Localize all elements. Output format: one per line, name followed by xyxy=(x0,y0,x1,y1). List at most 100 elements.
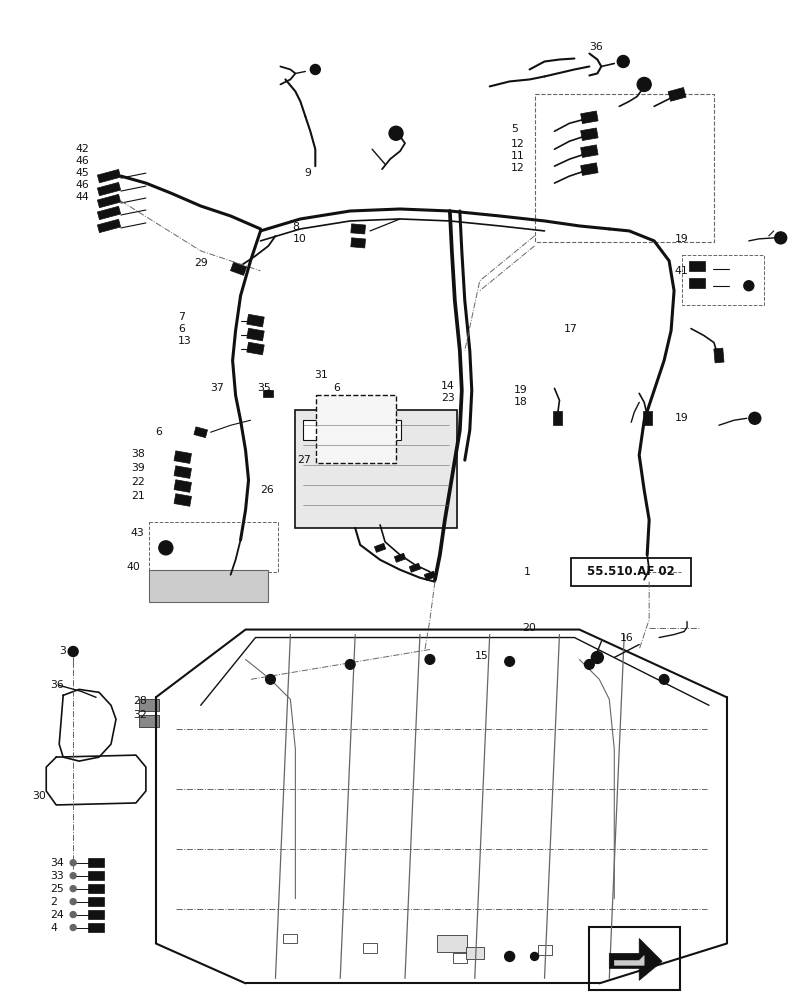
Text: 26: 26 xyxy=(260,485,274,495)
Text: 6: 6 xyxy=(333,383,340,393)
Polygon shape xyxy=(580,128,598,141)
Polygon shape xyxy=(350,224,365,234)
Text: 6: 6 xyxy=(178,324,184,334)
Polygon shape xyxy=(580,163,598,175)
Text: 17: 17 xyxy=(563,324,577,334)
Polygon shape xyxy=(580,145,598,157)
Text: 24: 24 xyxy=(50,910,63,920)
Polygon shape xyxy=(713,348,723,363)
Polygon shape xyxy=(88,871,104,880)
Text: 42: 42 xyxy=(75,144,89,154)
Text: 27: 27 xyxy=(296,455,310,465)
Circle shape xyxy=(310,64,320,74)
Bar xyxy=(148,522,278,572)
Polygon shape xyxy=(552,411,561,425)
Polygon shape xyxy=(174,466,191,478)
Circle shape xyxy=(504,951,514,961)
Text: 3: 3 xyxy=(59,646,67,656)
Circle shape xyxy=(659,674,668,684)
Text: 44: 44 xyxy=(75,192,89,202)
Polygon shape xyxy=(194,427,208,438)
Text: 18: 18 xyxy=(513,397,526,407)
Text: 35: 35 xyxy=(257,383,271,393)
Text: 43: 43 xyxy=(131,528,144,538)
Circle shape xyxy=(748,412,760,424)
Circle shape xyxy=(590,651,603,663)
Text: 9: 9 xyxy=(304,168,311,178)
Circle shape xyxy=(68,646,78,656)
Text: 38: 38 xyxy=(131,449,144,459)
Polygon shape xyxy=(247,328,264,341)
Circle shape xyxy=(70,899,76,905)
Text: 22: 22 xyxy=(131,477,144,487)
Polygon shape xyxy=(97,182,121,196)
Bar xyxy=(681,255,763,305)
Text: 19: 19 xyxy=(513,385,526,395)
Polygon shape xyxy=(88,910,104,919)
Bar xyxy=(316,395,396,463)
Text: 36: 36 xyxy=(50,680,63,690)
Text: 46: 46 xyxy=(75,156,89,166)
Text: 37: 37 xyxy=(210,383,224,393)
Polygon shape xyxy=(97,206,121,220)
Polygon shape xyxy=(263,390,273,397)
Bar xyxy=(295,410,457,528)
Text: 19: 19 xyxy=(674,234,688,244)
Text: 32: 32 xyxy=(133,710,147,720)
Polygon shape xyxy=(174,494,191,506)
Circle shape xyxy=(265,674,275,684)
Polygon shape xyxy=(97,169,121,183)
Bar xyxy=(372,420,401,440)
Text: 45: 45 xyxy=(75,168,89,178)
Text: 20: 20 xyxy=(522,623,536,633)
Bar xyxy=(588,927,679,990)
Text: 19: 19 xyxy=(674,413,688,423)
Text: 12: 12 xyxy=(511,163,524,173)
Text: 5: 5 xyxy=(511,124,517,134)
Circle shape xyxy=(616,56,629,67)
Text: 25: 25 xyxy=(50,884,63,894)
Circle shape xyxy=(345,659,354,669)
Text: 33: 33 xyxy=(50,871,63,881)
Polygon shape xyxy=(409,563,420,572)
Polygon shape xyxy=(174,451,191,463)
Polygon shape xyxy=(436,935,466,952)
Circle shape xyxy=(70,925,76,931)
Text: 6: 6 xyxy=(155,427,162,437)
Text: 4: 4 xyxy=(50,923,57,933)
Polygon shape xyxy=(247,314,264,327)
Text: 41: 41 xyxy=(674,266,688,276)
Circle shape xyxy=(637,77,650,91)
Polygon shape xyxy=(580,111,598,124)
Polygon shape xyxy=(689,278,704,288)
Polygon shape xyxy=(174,480,191,492)
Circle shape xyxy=(70,912,76,918)
Bar xyxy=(534,94,713,242)
Text: 46: 46 xyxy=(75,180,89,190)
Circle shape xyxy=(70,886,76,892)
Text: 8: 8 xyxy=(292,222,299,232)
Text: 30: 30 xyxy=(32,791,46,801)
Polygon shape xyxy=(97,194,121,208)
Circle shape xyxy=(774,232,786,244)
Text: 1: 1 xyxy=(524,567,530,577)
Text: 12: 12 xyxy=(511,139,524,149)
Circle shape xyxy=(388,126,402,140)
Circle shape xyxy=(265,390,271,396)
Polygon shape xyxy=(88,858,104,867)
Polygon shape xyxy=(423,571,435,580)
Polygon shape xyxy=(642,411,651,425)
Text: 10: 10 xyxy=(292,234,307,244)
Text: 39: 39 xyxy=(131,463,144,473)
Circle shape xyxy=(743,281,753,291)
Polygon shape xyxy=(394,553,406,562)
Circle shape xyxy=(530,952,538,960)
Text: 13: 13 xyxy=(178,336,191,346)
Text: 28: 28 xyxy=(133,696,147,706)
Polygon shape xyxy=(613,955,643,965)
Polygon shape xyxy=(139,715,159,727)
Text: 2: 2 xyxy=(50,897,57,907)
Polygon shape xyxy=(247,342,264,355)
Circle shape xyxy=(584,659,594,669)
Text: 15: 15 xyxy=(474,651,488,661)
